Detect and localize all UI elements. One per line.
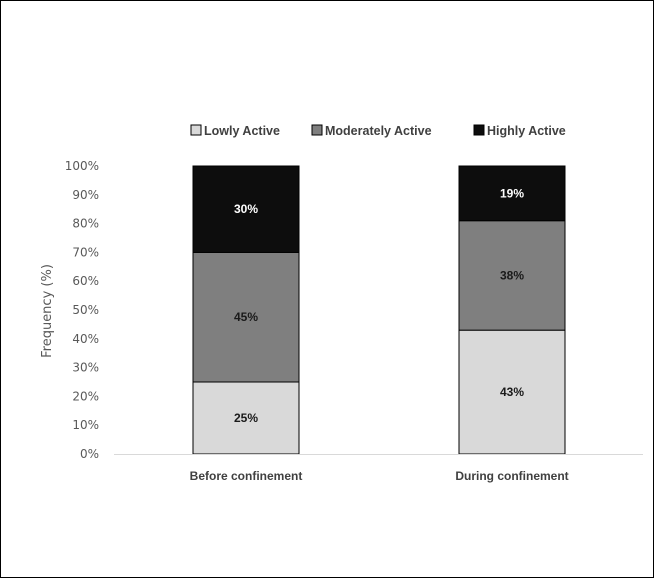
bar-segment bbox=[458, 220, 566, 331]
y-axis: 0% 10% 20% 30% 40% 50% 60% 70% 80% 90% 100% bbox=[65, 159, 99, 461]
bar-segment bbox=[458, 329, 566, 455]
y-tick-label: 70% bbox=[72, 245, 99, 259]
bar-segment bbox=[458, 165, 566, 222]
x-axis: Before confinement During confinement bbox=[114, 454, 643, 483]
y-tick-label: 30% bbox=[72, 361, 99, 375]
bars: 25% 45% 30% 43% 38% 19% bbox=[192, 165, 566, 455]
data-label: 30% bbox=[234, 202, 258, 216]
y-tick-label: 100% bbox=[65, 159, 99, 173]
x-tick-label: Before confinement bbox=[190, 469, 303, 483]
data-label: 43% bbox=[500, 385, 524, 399]
y-tick-label: 90% bbox=[72, 188, 99, 202]
legend-swatch bbox=[311, 124, 323, 136]
y-tick-label: 10% bbox=[72, 418, 99, 432]
y-tick-label: 60% bbox=[72, 274, 99, 288]
x-tick-label: During confinement bbox=[455, 469, 568, 483]
bar-segment bbox=[192, 165, 300, 253]
legend-label: Lowly Active bbox=[204, 124, 280, 138]
legend-label: Highly Active bbox=[487, 124, 566, 138]
data-label: 25% bbox=[234, 411, 258, 425]
y-tick-label: 40% bbox=[72, 332, 99, 346]
data-label: 45% bbox=[234, 310, 258, 324]
legend-label: Moderately Active bbox=[325, 124, 432, 138]
data-label: 38% bbox=[500, 268, 524, 282]
y-tick-label: 80% bbox=[72, 217, 99, 231]
data-label: 19% bbox=[500, 186, 524, 200]
bar-segment bbox=[192, 381, 300, 455]
legend: Lowly Active Moderately Active Highly Acti… bbox=[190, 124, 566, 138]
bar-segment bbox=[192, 251, 300, 383]
legend-swatch bbox=[190, 124, 202, 136]
y-tick-label: 50% bbox=[72, 303, 99, 317]
y-tick-label: 0% bbox=[80, 447, 99, 461]
legend-swatch bbox=[473, 124, 485, 136]
y-tick-label: 20% bbox=[72, 389, 99, 403]
y-axis-label: Frequency (%) bbox=[40, 264, 55, 358]
